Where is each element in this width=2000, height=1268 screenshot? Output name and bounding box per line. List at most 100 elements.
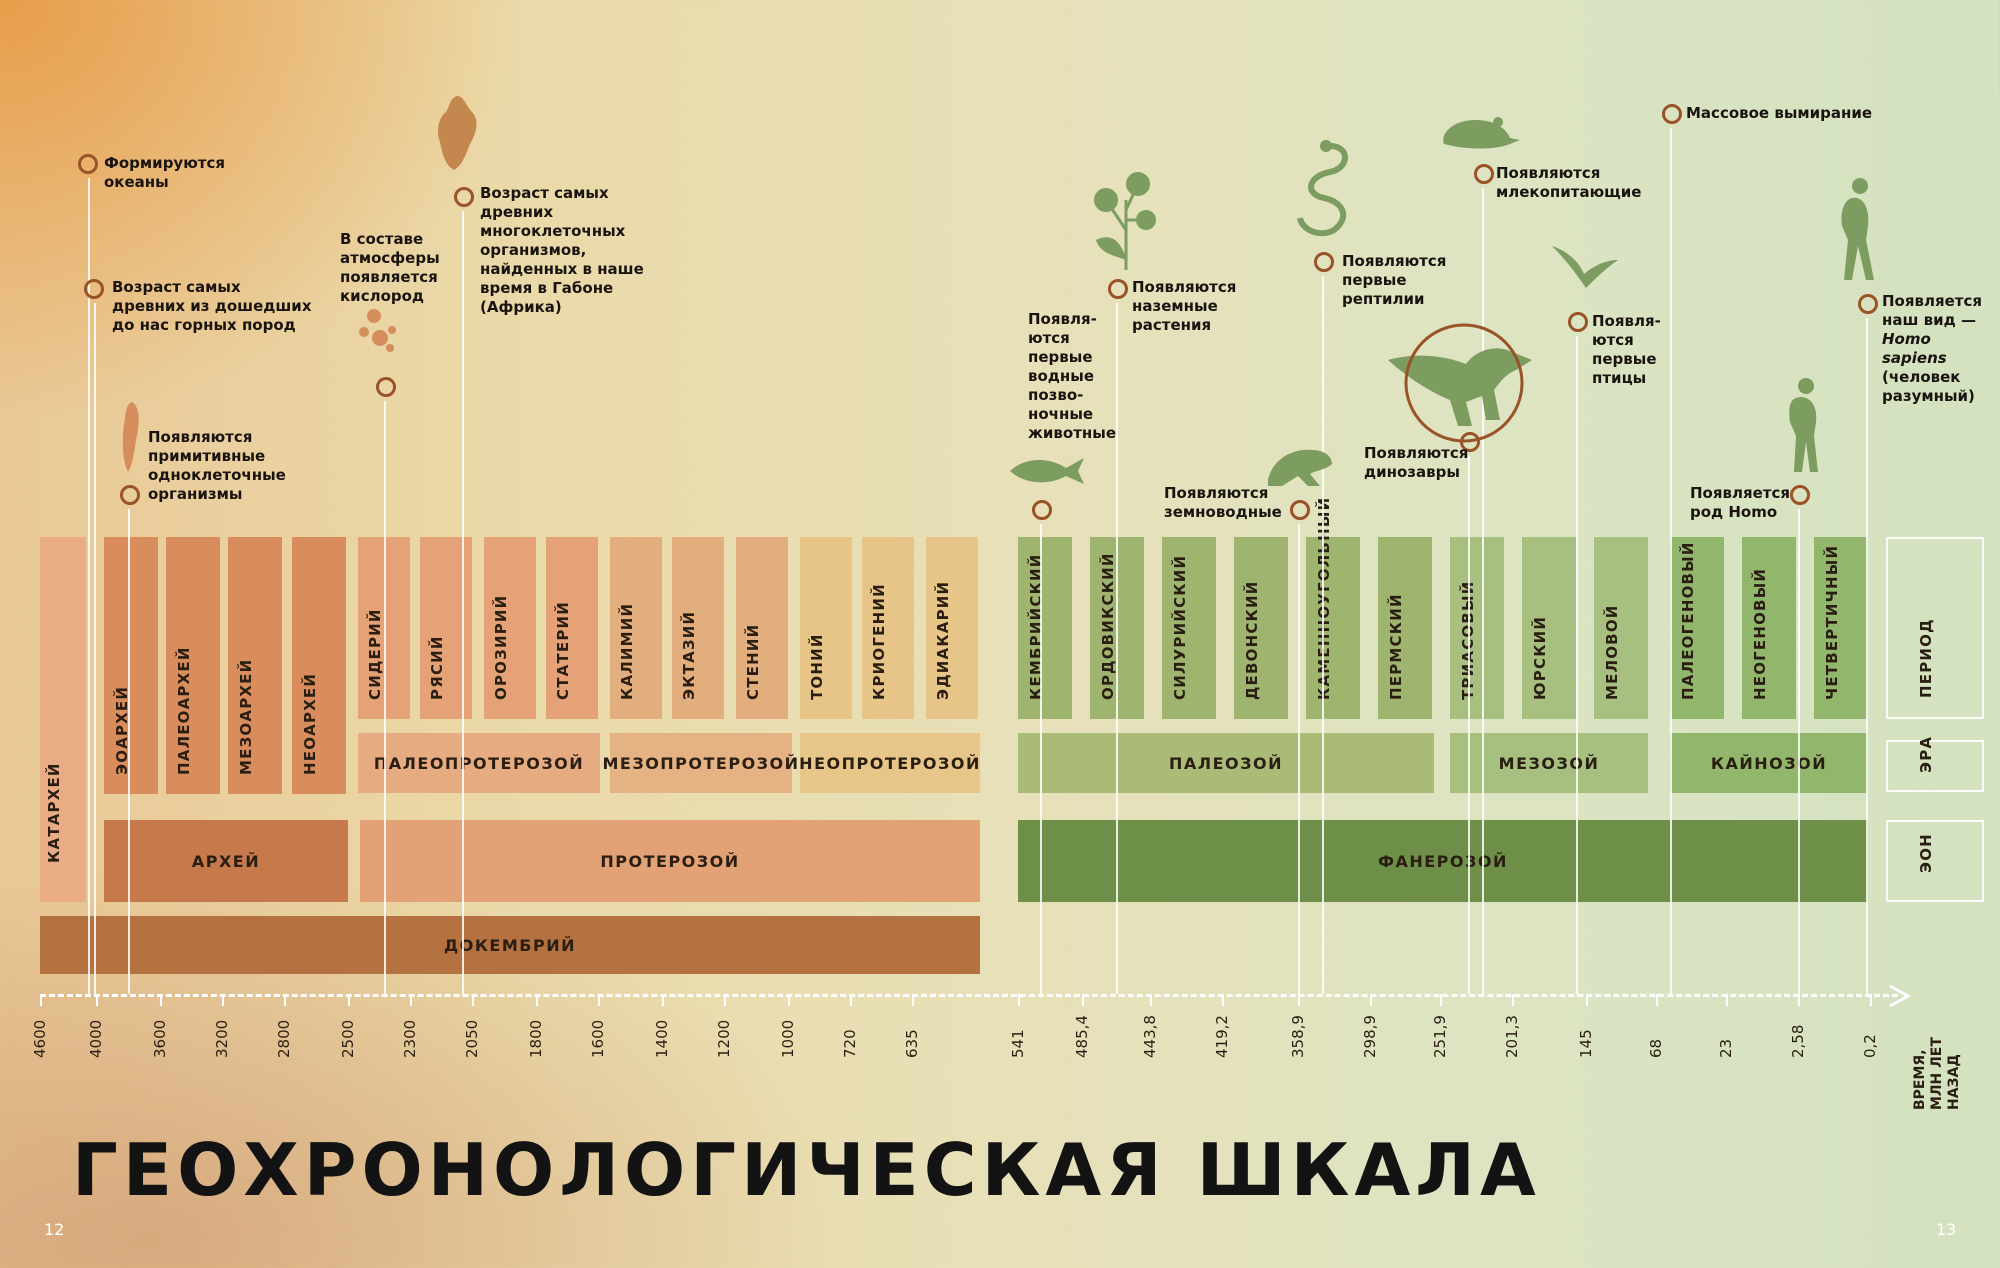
tick-label: 3600: [151, 1019, 169, 1058]
tick-label: 419,2: [1213, 1015, 1231, 1058]
event-text-line: позво-: [1028, 386, 1084, 404]
event-marker: [1108, 279, 1128, 299]
event-line: [1116, 303, 1118, 994]
unicellular-organism-icon: [122, 402, 139, 472]
event-text-line: В составе: [340, 230, 424, 248]
event-line: [1468, 456, 1470, 994]
period-label: РЯСИЙ: [428, 635, 446, 700]
event-label: В составе атмосферы появляется кислород: [340, 230, 440, 306]
tick-label: 635: [903, 1029, 921, 1058]
period-label: ЭДИАКАРИЙ: [934, 580, 952, 700]
plant-icon: [1094, 172, 1156, 270]
tick-mark: [348, 994, 350, 1006]
period-label: ТОНИЙ: [808, 633, 826, 700]
period-label: МЕЗОАРХЕЙ: [237, 658, 255, 775]
period-label: СИДЕРИЙ: [366, 608, 384, 700]
period-phanerozoic: КЕМБРИЙСКИЙ: [1018, 537, 1072, 719]
event-text-line: Появля-: [1028, 310, 1097, 328]
period-proterozoic: ЭКТАЗИЙ: [672, 537, 724, 719]
dinosaur-ring-icon: [1404, 323, 1524, 443]
event-text-line: земноводные: [1164, 503, 1282, 521]
tick-label: 298,9: [1361, 1015, 1379, 1058]
event-text-line: растения: [1132, 316, 1212, 334]
period-archean: НЕОАРХЕЙ: [292, 537, 346, 794]
period-katarchean-label: КАТАРХЕЙ: [45, 762, 63, 863]
tick-mark: [410, 994, 412, 1006]
event-label: Возраст самых древних многоклеточных органи…: [480, 184, 644, 317]
era-label: НЕОПРОТЕРОЗОЙ: [799, 753, 981, 773]
tick-mark: [40, 994, 42, 1006]
tick-mark: [222, 994, 224, 1006]
tick-label: 251,9: [1431, 1015, 1449, 1058]
event-text-line: Появляются: [1164, 484, 1269, 502]
event-text-line: многоклеточных: [480, 222, 626, 240]
event-text-line: род Homo: [1690, 503, 1778, 521]
period-proterozoic: РЯСИЙ: [420, 537, 472, 719]
event-line: [1576, 336, 1578, 994]
tick-label: 145: [1577, 1029, 1595, 1058]
event-line: [1322, 276, 1324, 994]
tick-label: 358,9: [1289, 1015, 1307, 1058]
event-text-line: Появляются: [1496, 164, 1601, 182]
period-label: СИЛУРИЙСКИЙ: [1171, 554, 1189, 700]
event-text-line: океаны: [104, 173, 169, 191]
event-text-line: динозавры: [1364, 463, 1460, 481]
tick-label: 2800: [275, 1019, 293, 1058]
event-line: [1040, 524, 1042, 994]
axis-label-line: ВРЕМЯ,: [1912, 1049, 1928, 1110]
tick-mark: [536, 994, 538, 1006]
event-line: [384, 401, 386, 994]
period-label: КРИОГЕНИЙ: [870, 583, 888, 700]
tick-label: 1200: [715, 1019, 733, 1058]
legend-era: ЭРА: [1886, 736, 1984, 792]
event-text-line: древних: [480, 203, 554, 221]
event-text-line: организмы: [148, 485, 243, 503]
period-archean: ПАЛЕОАРХЕЙ: [166, 537, 220, 794]
era-label: ПАЛЕОПРОТЕРОЗОЙ: [373, 753, 585, 773]
period-label: НЕОГЕНОВЫЙ: [1751, 567, 1769, 700]
tick-mark: [1512, 994, 1514, 1006]
tick-label: 1000: [779, 1019, 797, 1058]
tick-mark: [1298, 994, 1300, 1006]
event-label: Появляются млекопитающие: [1496, 164, 1641, 202]
event-text-line: найденных в наше: [480, 260, 644, 278]
event-text-line: древних из дошедших: [112, 297, 312, 315]
period-phanerozoic: КАМЕННОУГОЛЬНЫЙ: [1306, 497, 1360, 719]
tick-label: 23: [1717, 1038, 1735, 1058]
tick-label: 1600: [589, 1019, 607, 1058]
period-label: ПАЛЕОГЕНОВЫЙ: [1679, 541, 1697, 700]
event-text-line: (человек: [1882, 368, 1961, 386]
era-mesoproterozoic: МЕЗОПРОТЕРОЗОЙ: [602, 733, 798, 793]
tick-mark: [724, 994, 726, 1006]
homo-sapiens-icon: [1841, 178, 1874, 280]
event-marker: [1314, 252, 1334, 272]
period-proterozoic: ЭДИАКАРИЙ: [926, 537, 978, 719]
tick-label: 1800: [527, 1019, 545, 1058]
eon-archean: АРХЕЙ: [104, 820, 348, 902]
event-label: Формируются океаны: [104, 154, 225, 192]
period-phanerozoic: ТРИАСОВЫЙ: [1450, 537, 1504, 719]
event-text-line: Формируются: [104, 154, 226, 172]
tick-mark: [96, 994, 98, 1006]
period-label: КЕМБРИЙСКИЙ: [1027, 553, 1045, 700]
period-label: ОРОЗИРИЙ: [492, 594, 510, 700]
event-text-line: время в Габоне: [480, 279, 614, 297]
event-line: [94, 303, 96, 994]
event-text-line: Homo sapiens: [1882, 330, 1947, 367]
event-text-line: Появля-: [1592, 312, 1661, 330]
tick-label: 2050: [463, 1019, 481, 1058]
period-label: КАЛИМИЙ: [618, 602, 636, 700]
event-text-line: Появляются: [1132, 278, 1237, 296]
period-label: КАМЕННОУГОЛЬНЫЙ: [1315, 496, 1333, 700]
tick-label: 485,4: [1073, 1015, 1091, 1058]
event-text-line: рептилии: [1342, 290, 1425, 308]
event-text-line: Массовое вымирание: [1686, 104, 1873, 122]
event-label: Появляется род Homo: [1690, 484, 1790, 522]
event-marker: [1474, 164, 1494, 184]
event-text-line: примитивные: [148, 447, 266, 465]
event-text-line: до нас горных пород: [112, 316, 296, 334]
tick-mark: [1370, 994, 1372, 1006]
precambrian-bar: ДОКЕМБРИЙ: [40, 916, 980, 974]
event-label: Появля-ются первые водные позво-ночные живот…: [1028, 310, 1116, 443]
